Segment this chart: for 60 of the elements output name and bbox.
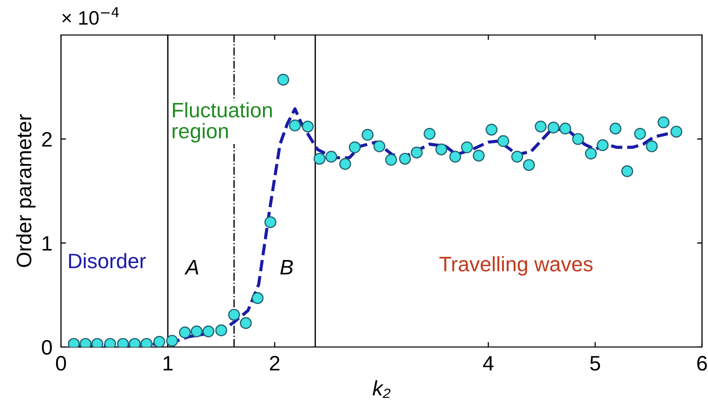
point	[339, 158, 352, 170]
point	[584, 148, 597, 160]
x-tick-label: 0	[56, 356, 66, 371]
annotation: B	[280, 260, 293, 274]
y-axis-title: Order parameter	[16, 114, 36, 268]
point	[277, 74, 290, 86]
y-tick-label: 2	[42, 132, 52, 147]
point	[534, 120, 547, 132]
point	[410, 146, 423, 158]
point	[435, 143, 448, 156]
point	[215, 324, 228, 336]
point	[497, 135, 510, 148]
point	[385, 154, 398, 166]
y-tick-label: 1	[42, 236, 52, 251]
point	[634, 128, 646, 140]
y-tick-label: 0	[42, 340, 52, 355]
point	[190, 325, 203, 338]
x-tick-label: 1	[164, 356, 173, 370]
annotation: A	[184, 260, 198, 274]
point	[548, 122, 560, 134]
point	[314, 152, 326, 165]
point	[670, 126, 682, 138]
x-tick-label: 6	[697, 356, 707, 371]
point	[325, 150, 338, 163]
point	[486, 124, 498, 136]
annotation: Fluctuation region	[172, 102, 272, 143]
point	[362, 128, 374, 141]
point	[621, 165, 634, 178]
point	[572, 133, 584, 145]
point	[522, 159, 535, 171]
point	[511, 150, 524, 163]
point	[178, 326, 191, 338]
point	[461, 141, 473, 154]
annotation: Disorder	[69, 253, 146, 268]
point	[153, 336, 166, 347]
point	[166, 334, 178, 347]
text: × 10$^{−4}$	[62, 7, 119, 25]
point	[289, 120, 301, 132]
annotation: Travelling waves	[439, 256, 593, 276]
x-axis-title: k₂	[372, 380, 391, 398]
point	[424, 128, 436, 140]
point	[449, 150, 462, 163]
point	[610, 122, 622, 135]
point	[472, 150, 485, 162]
x-tick-label: 2	[270, 356, 280, 370]
point	[228, 308, 240, 321]
point	[646, 140, 658, 152]
point	[264, 216, 276, 228]
x-tick-label: 4	[483, 356, 494, 370]
point	[399, 152, 411, 165]
point	[559, 122, 572, 135]
point	[302, 120, 314, 132]
point	[202, 325, 214, 338]
point	[596, 139, 609, 152]
point	[658, 116, 670, 128]
point	[373, 140, 386, 152]
point	[252, 292, 264, 304]
point	[348, 141, 361, 154]
x-tick-label: 5	[590, 356, 600, 371]
point	[240, 317, 252, 330]
